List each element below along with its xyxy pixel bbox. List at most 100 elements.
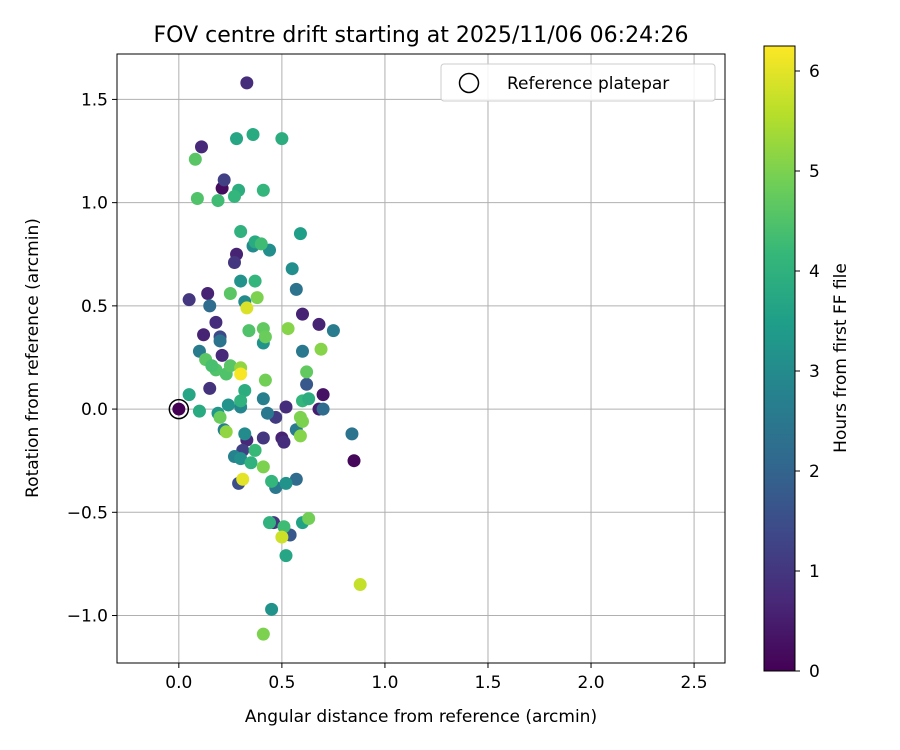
legend-label: Reference platepar — [507, 74, 669, 94]
scatter-point — [265, 602, 279, 616]
y-axis-label: Rotation from reference (arcmin) — [23, 218, 43, 498]
scatter-point — [353, 578, 367, 592]
scatter-point — [248, 274, 262, 288]
colorbar-tick-label: 0 — [809, 662, 820, 682]
scatter-point — [281, 322, 295, 336]
scatter-points — [172, 76, 367, 641]
scatter-point — [263, 516, 277, 530]
y-tick-label: 0.0 — [81, 400, 108, 420]
x-tick-label: 0.0 — [165, 673, 192, 693]
scatter-point — [302, 392, 316, 406]
scatter-point — [223, 286, 237, 300]
scatter-point — [295, 307, 309, 321]
scatter-point — [289, 472, 303, 486]
scatter-point — [203, 381, 217, 395]
scatter-point — [182, 293, 196, 307]
scatter-point — [223, 359, 237, 373]
scatter-point — [211, 194, 225, 208]
colorbar-tick-label: 3 — [809, 362, 820, 382]
scatter-point — [201, 286, 215, 300]
scatter-point — [300, 365, 314, 379]
scatter-point — [345, 427, 359, 441]
scatter-point — [312, 317, 326, 331]
scatter-point — [295, 344, 309, 358]
scatter-point — [203, 299, 217, 313]
y-tick-label: 1.5 — [81, 90, 108, 110]
legend: Reference platepar — [440, 63, 716, 102]
scatter-point — [289, 282, 303, 296]
scatter-point — [279, 549, 293, 563]
x-tick-label: 1.0 — [371, 673, 398, 693]
x-axis-ticks: 0.0 0.5 1.0 1.5 2.0 2.5 — [165, 663, 708, 693]
reference-marker-layer — [168, 398, 190, 420]
scatter-point — [234, 367, 248, 381]
scatter-point — [227, 256, 241, 270]
scatter-point — [316, 388, 330, 402]
scatter-point — [197, 328, 211, 342]
colorbar: 0 1 2 3 4 5 6 Hours from first FF file — [763, 45, 851, 682]
scatter-point — [258, 330, 272, 344]
scatter-point — [227, 189, 241, 203]
scatter-point — [316, 402, 330, 416]
x-axis-label: Angular distance from reference (arcmin) — [245, 707, 597, 727]
scatter-point — [234, 274, 248, 288]
colorbar-tick-label: 4 — [809, 262, 820, 282]
scatter-point — [285, 262, 299, 276]
scatter-point — [213, 334, 227, 348]
y-tick-label: 0.5 — [81, 297, 108, 317]
scatter-point — [248, 443, 262, 457]
scatter-point — [256, 627, 270, 641]
scatter-point — [213, 410, 227, 424]
scatter-point — [293, 429, 307, 443]
scatter-point — [238, 427, 252, 441]
colorbar-tick-label: 6 — [809, 62, 820, 82]
scatter-point — [190, 192, 204, 206]
scatter-point — [246, 128, 260, 142]
scatter-point — [347, 454, 361, 468]
colorbar-tick-label: 2 — [809, 462, 820, 482]
colorbar-label: Hours from first FF file — [831, 263, 851, 453]
scatter-point — [256, 392, 270, 406]
colorbar-ticks: 0 1 2 3 4 5 6 — [795, 62, 820, 682]
scatter-point — [326, 324, 340, 338]
y-tick-label: −0.5 — [67, 503, 108, 523]
scatter-point — [209, 315, 223, 329]
scatter-point — [260, 406, 274, 420]
scatter-point — [238, 383, 252, 397]
y-tick-label: 1.0 — [81, 194, 108, 214]
scatter-point — [265, 474, 279, 488]
scatter-point — [314, 342, 328, 356]
scatter-point — [258, 373, 272, 387]
colorbar-tick-label: 1 — [809, 562, 820, 582]
scatter-point — [234, 394, 248, 408]
legend-box — [440, 63, 716, 102]
colorbar-tick-label: 5 — [809, 162, 820, 182]
y-tick-label: −1.0 — [67, 607, 108, 627]
scatter-point — [256, 460, 270, 474]
scatter-point — [221, 398, 235, 412]
scatter-point — [244, 456, 258, 470]
scatter-point — [188, 152, 202, 166]
scatter-point — [215, 348, 229, 362]
scatter-point — [277, 520, 291, 534]
scatter-point — [275, 132, 289, 146]
scatter-point — [254, 237, 268, 251]
scatter-point — [230, 132, 244, 146]
scatter-point — [234, 452, 248, 466]
scatter-point — [217, 173, 231, 187]
scatter-point — [250, 291, 264, 305]
scatter-point — [192, 404, 206, 418]
scatter-point — [172, 402, 186, 416]
plot-frame — [116, 53, 726, 664]
x-tick-label: 2.0 — [578, 673, 605, 693]
y-axis-ticks: −1.0 −0.5 0.0 0.5 1.0 1.5 — [67, 90, 117, 627]
scatter-point — [219, 425, 233, 439]
scatter-point — [195, 140, 209, 154]
scatter-point — [182, 388, 196, 402]
scatter-point — [275, 530, 289, 544]
chart-title: FOV centre drift starting at 2025/11/06 … — [154, 23, 689, 48]
scatter-point — [240, 76, 254, 90]
x-tick-label: 0.5 — [268, 673, 295, 693]
scatter-point — [205, 359, 219, 373]
